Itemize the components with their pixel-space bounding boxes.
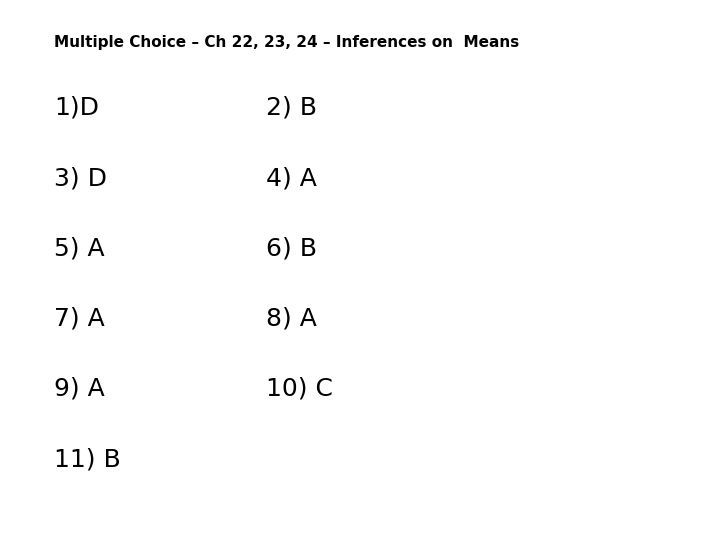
Text: 2) B: 2) B bbox=[266, 96, 318, 120]
Text: 3) D: 3) D bbox=[54, 166, 107, 190]
Text: 7) A: 7) A bbox=[54, 307, 104, 330]
Text: 11) B: 11) B bbox=[54, 447, 121, 471]
Text: 8) A: 8) A bbox=[266, 307, 318, 330]
Text: 6) B: 6) B bbox=[266, 237, 318, 260]
Text: 4) A: 4) A bbox=[266, 166, 318, 190]
Text: 9) A: 9) A bbox=[54, 377, 104, 401]
Text: 10) C: 10) C bbox=[266, 377, 333, 401]
Text: Multiple Choice – Ch 22, 23, 24 – Inferences on  Means: Multiple Choice – Ch 22, 23, 24 – Infere… bbox=[54, 35, 519, 50]
Text: 1)D: 1)D bbox=[54, 96, 99, 120]
Text: 5) A: 5) A bbox=[54, 237, 104, 260]
